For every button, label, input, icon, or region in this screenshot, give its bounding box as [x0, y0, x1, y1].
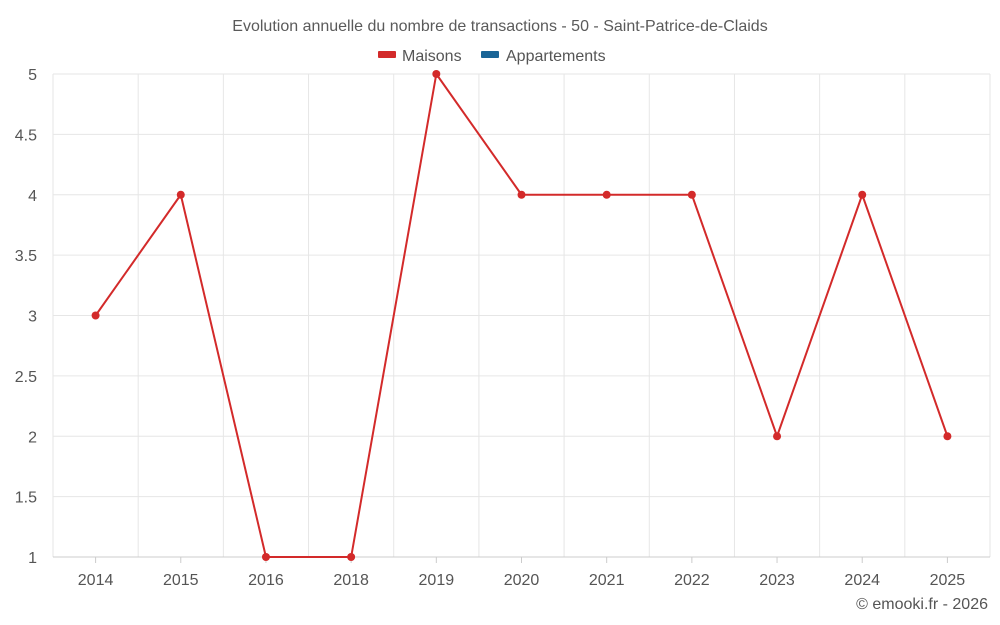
data-point[interactable] — [91, 311, 100, 320]
x-tick-label: 2024 — [844, 572, 880, 589]
credit-text: © emooki.fr - 2026 — [856, 596, 988, 613]
y-tick-label: 3 — [28, 309, 37, 326]
chart-title: Evolution annuelle du nombre de transact… — [232, 18, 767, 35]
legend-swatch-appartements — [481, 51, 499, 58]
x-tick-label: 2016 — [248, 572, 284, 589]
series-maisons — [91, 70, 952, 561]
x-tick-label: 2021 — [589, 572, 625, 589]
data-point[interactable] — [176, 190, 185, 199]
x-tick-label: 2025 — [930, 572, 966, 589]
legend-label-maisons: Maisons — [402, 48, 462, 65]
data-point[interactable] — [943, 432, 952, 441]
x-tick-label: 2022 — [674, 572, 710, 589]
y-tick-label: 2.5 — [15, 369, 37, 386]
legend: Maisons Appartements — [378, 48, 606, 65]
axes: 1 1.5 2 2.5 3 3.5 4 4.5 5 2014 2015 2016 2018 2019 202… — [15, 67, 990, 589]
y-tick-label: 3.5 — [15, 248, 37, 265]
x-tick-label: 2015 — [163, 572, 199, 589]
data-point[interactable] — [858, 190, 867, 199]
y-tick-label: 2 — [28, 429, 37, 446]
data-point[interactable] — [432, 70, 441, 78]
legend-swatch-maisons — [378, 51, 396, 58]
x-tick-label: 2014 — [78, 572, 114, 589]
x-tick-label: 2018 — [333, 572, 369, 589]
data-point[interactable] — [687, 190, 696, 199]
legend-item-appartements[interactable]: Appartements — [481, 48, 606, 65]
x-tick-label: 2020 — [504, 572, 540, 589]
data-point[interactable] — [602, 190, 611, 199]
data-point[interactable] — [347, 553, 356, 561]
legend-label-appartements: Appartements — [506, 48, 606, 65]
legend-item-maisons[interactable]: Maisons — [378, 48, 462, 65]
y-tick-label: 1 — [28, 550, 37, 567]
data-point[interactable] — [773, 432, 782, 441]
grid — [52, 73, 991, 557]
y-tick-label: 1.5 — [15, 490, 37, 507]
y-tick-label: 4.5 — [15, 127, 37, 144]
y-tick-label: 4 — [28, 188, 37, 205]
x-tick-label: 2019 — [419, 572, 455, 589]
data-point[interactable] — [261, 553, 270, 561]
x-tick-label: 2023 — [759, 572, 795, 589]
y-tick-label: 5 — [28, 67, 37, 84]
data-point[interactable] — [517, 190, 526, 199]
